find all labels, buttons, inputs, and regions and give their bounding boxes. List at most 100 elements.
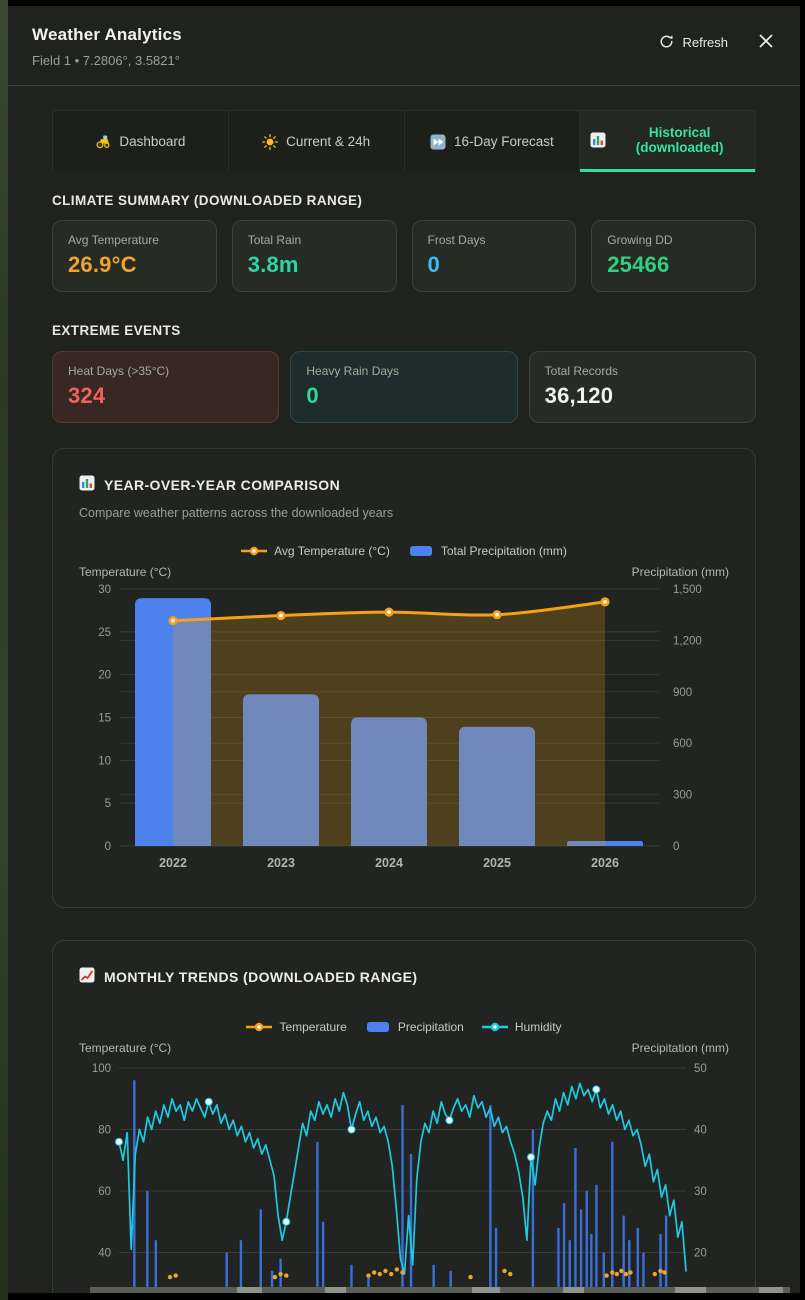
- humidity-marker[interactable]: [592, 1085, 601, 1094]
- temperature-dot[interactable]: [502, 1268, 507, 1274]
- left-tick-label: 20: [98, 670, 111, 682]
- tab-bar: Dashboard Current & 24h 16-Day Forecast His…: [52, 110, 756, 172]
- precip-spike[interactable]: [225, 1252, 228, 1294]
- legend-item-total-precipitation-mm[interactable]: Total Precipitation (mm): [408, 544, 567, 558]
- precip-spike[interactable]: [321, 1221, 325, 1293]
- precip-spike[interactable]: [659, 1234, 662, 1293]
- temperature-dot[interactable]: [394, 1267, 400, 1272]
- yoy-left-axis-label: Temperature (°C): [79, 565, 172, 579]
- tab-16-day-forecast[interactable]: 16-Day Forecast: [404, 111, 581, 172]
- precip-spike[interactable]: [568, 1240, 571, 1293]
- precip-spike[interactable]: [409, 1154, 413, 1293]
- monthly-chart-canvas[interactable]: 100 50 80 40 60 30 40 20: [79, 1057, 730, 1293]
- temperature-point-core: [603, 599, 607, 604]
- stat-value: 26.9°C: [68, 252, 137, 277]
- right-tick-label: 40: [694, 1125, 707, 1137]
- precip-spike[interactable]: [367, 1277, 370, 1293]
- temperature-dot[interactable]: [272, 1274, 278, 1280]
- temperature-dot[interactable]: [623, 1271, 629, 1277]
- humidity-marker[interactable]: [114, 1137, 124, 1146]
- precip-spike[interactable]: [432, 1264, 435, 1293]
- precip-spike[interactable]: [595, 1184, 598, 1293]
- humidity-marker[interactable]: [204, 1097, 213, 1106]
- precip-spike[interactable]: [259, 1209, 262, 1293]
- precip-spike[interactable]: [602, 1252, 605, 1294]
- humidity-marker[interactable]: [526, 1153, 536, 1162]
- right-tick-label: 300: [673, 790, 692, 802]
- precip-spike[interactable]: [401, 1104, 404, 1293]
- precip-bar-2022[interactable]: [135, 598, 211, 846]
- temperature-dot[interactable]: [366, 1273, 371, 1278]
- right-tick-label: 600: [673, 738, 692, 750]
- legend-line-swatch: [481, 1021, 508, 1033]
- precip-spike[interactable]: [585, 1191, 588, 1293]
- monthly-legend: Temperature Precipitation Humidity: [79, 1020, 729, 1034]
- temperature-dot[interactable]: [371, 1270, 377, 1275]
- temperature-dot[interactable]: [400, 1270, 405, 1275]
- precip-spike[interactable]: [579, 1209, 583, 1293]
- precip-spike[interactable]: [557, 1227, 560, 1293]
- precip-spike[interactable]: [146, 1191, 149, 1293]
- precip-bar-2026[interactable]: [567, 841, 643, 846]
- tab-dashboard[interactable]: Dashboard: [53, 111, 229, 172]
- temperature-dot[interactable]: [284, 1273, 289, 1278]
- precip-bar-2023[interactable]: [243, 694, 319, 846]
- temperature-dot[interactable]: [468, 1274, 473, 1280]
- precip-spike[interactable]: [574, 1147, 577, 1293]
- temperature-dot[interactable]: [508, 1271, 513, 1277]
- temperature-dot[interactable]: [383, 1268, 388, 1274]
- tab-current-24h[interactable]: Current & 24h: [228, 111, 405, 172]
- precip-spike[interactable]: [531, 1129, 535, 1294]
- precip-spike[interactable]: [350, 1264, 353, 1293]
- precip-spike[interactable]: [494, 1227, 498, 1293]
- temperature-dot[interactable]: [619, 1268, 624, 1274]
- precip-spike[interactable]: [664, 1215, 668, 1293]
- precip-bar-2024[interactable]: [351, 717, 427, 846]
- precip-spike[interactable]: [449, 1270, 452, 1293]
- right-tick-label: 1,500: [673, 584, 702, 596]
- temperature-dot[interactable]: [278, 1271, 283, 1277]
- precip-spike[interactable]: [628, 1240, 631, 1293]
- temperature-dot[interactable]: [604, 1273, 609, 1278]
- precip-spike[interactable]: [622, 1215, 625, 1293]
- precip-spike[interactable]: [562, 1203, 566, 1293]
- temperature-dot[interactable]: [614, 1271, 620, 1277]
- precip-bar-2025[interactable]: [459, 726, 535, 846]
- temperature-dot[interactable]: [377, 1271, 383, 1277]
- legend-item-avg-temperature-c[interactable]: Avg Temperature (°C): [241, 544, 390, 558]
- close-icon: [758, 33, 774, 52]
- refresh-button[interactable]: Refresh: [653, 33, 734, 53]
- temperature-dot[interactable]: [658, 1268, 663, 1274]
- humidity-marker[interactable]: [347, 1125, 356, 1134]
- precip-spike[interactable]: [154, 1240, 158, 1293]
- tab-historical-downloaded[interactable]: Historical (downloaded): [580, 111, 755, 172]
- precip-spike[interactable]: [642, 1252, 645, 1294]
- precip-spike[interactable]: [636, 1227, 640, 1293]
- precip-spike[interactable]: [489, 1104, 492, 1293]
- precip-spike[interactable]: [611, 1141, 614, 1293]
- yoy-right-axis-label: Precipitation (mm): [631, 565, 729, 579]
- category-label-2024: 2024: [375, 856, 403, 870]
- stat-value: 25466: [607, 252, 670, 277]
- precip-spike[interactable]: [590, 1234, 593, 1293]
- temperature-dot[interactable]: [652, 1271, 658, 1277]
- temperature-area-fill: [173, 601, 605, 846]
- legend-item-humidity[interactable]: Humidity: [481, 1020, 562, 1034]
- legend-item-precipitation[interactable]: Precipitation: [365, 1020, 464, 1034]
- climate-summary-cards: Avg Temperature 26.9°C Total Rain 3.8m Frost…: [52, 220, 756, 292]
- chart-x-axis-strip[interactable]: [90, 1287, 790, 1293]
- temperature-dot[interactable]: [610, 1270, 615, 1275]
- humidity-marker[interactable]: [445, 1116, 454, 1125]
- temperature-dot[interactable]: [388, 1271, 394, 1277]
- precip-spike[interactable]: [239, 1240, 243, 1293]
- humidity-marker[interactable]: [282, 1217, 291, 1226]
- temperature-dot[interactable]: [662, 1270, 667, 1275]
- precip-spike[interactable]: [316, 1141, 319, 1293]
- temperature-dot[interactable]: [628, 1270, 633, 1275]
- temperature-dot[interactable]: [167, 1274, 173, 1280]
- legend-item-temperature[interactable]: Temperature: [246, 1020, 347, 1034]
- temperature-dot[interactable]: [173, 1273, 178, 1278]
- close-button[interactable]: [756, 31, 776, 54]
- precip-spike[interactable]: [270, 1270, 274, 1293]
